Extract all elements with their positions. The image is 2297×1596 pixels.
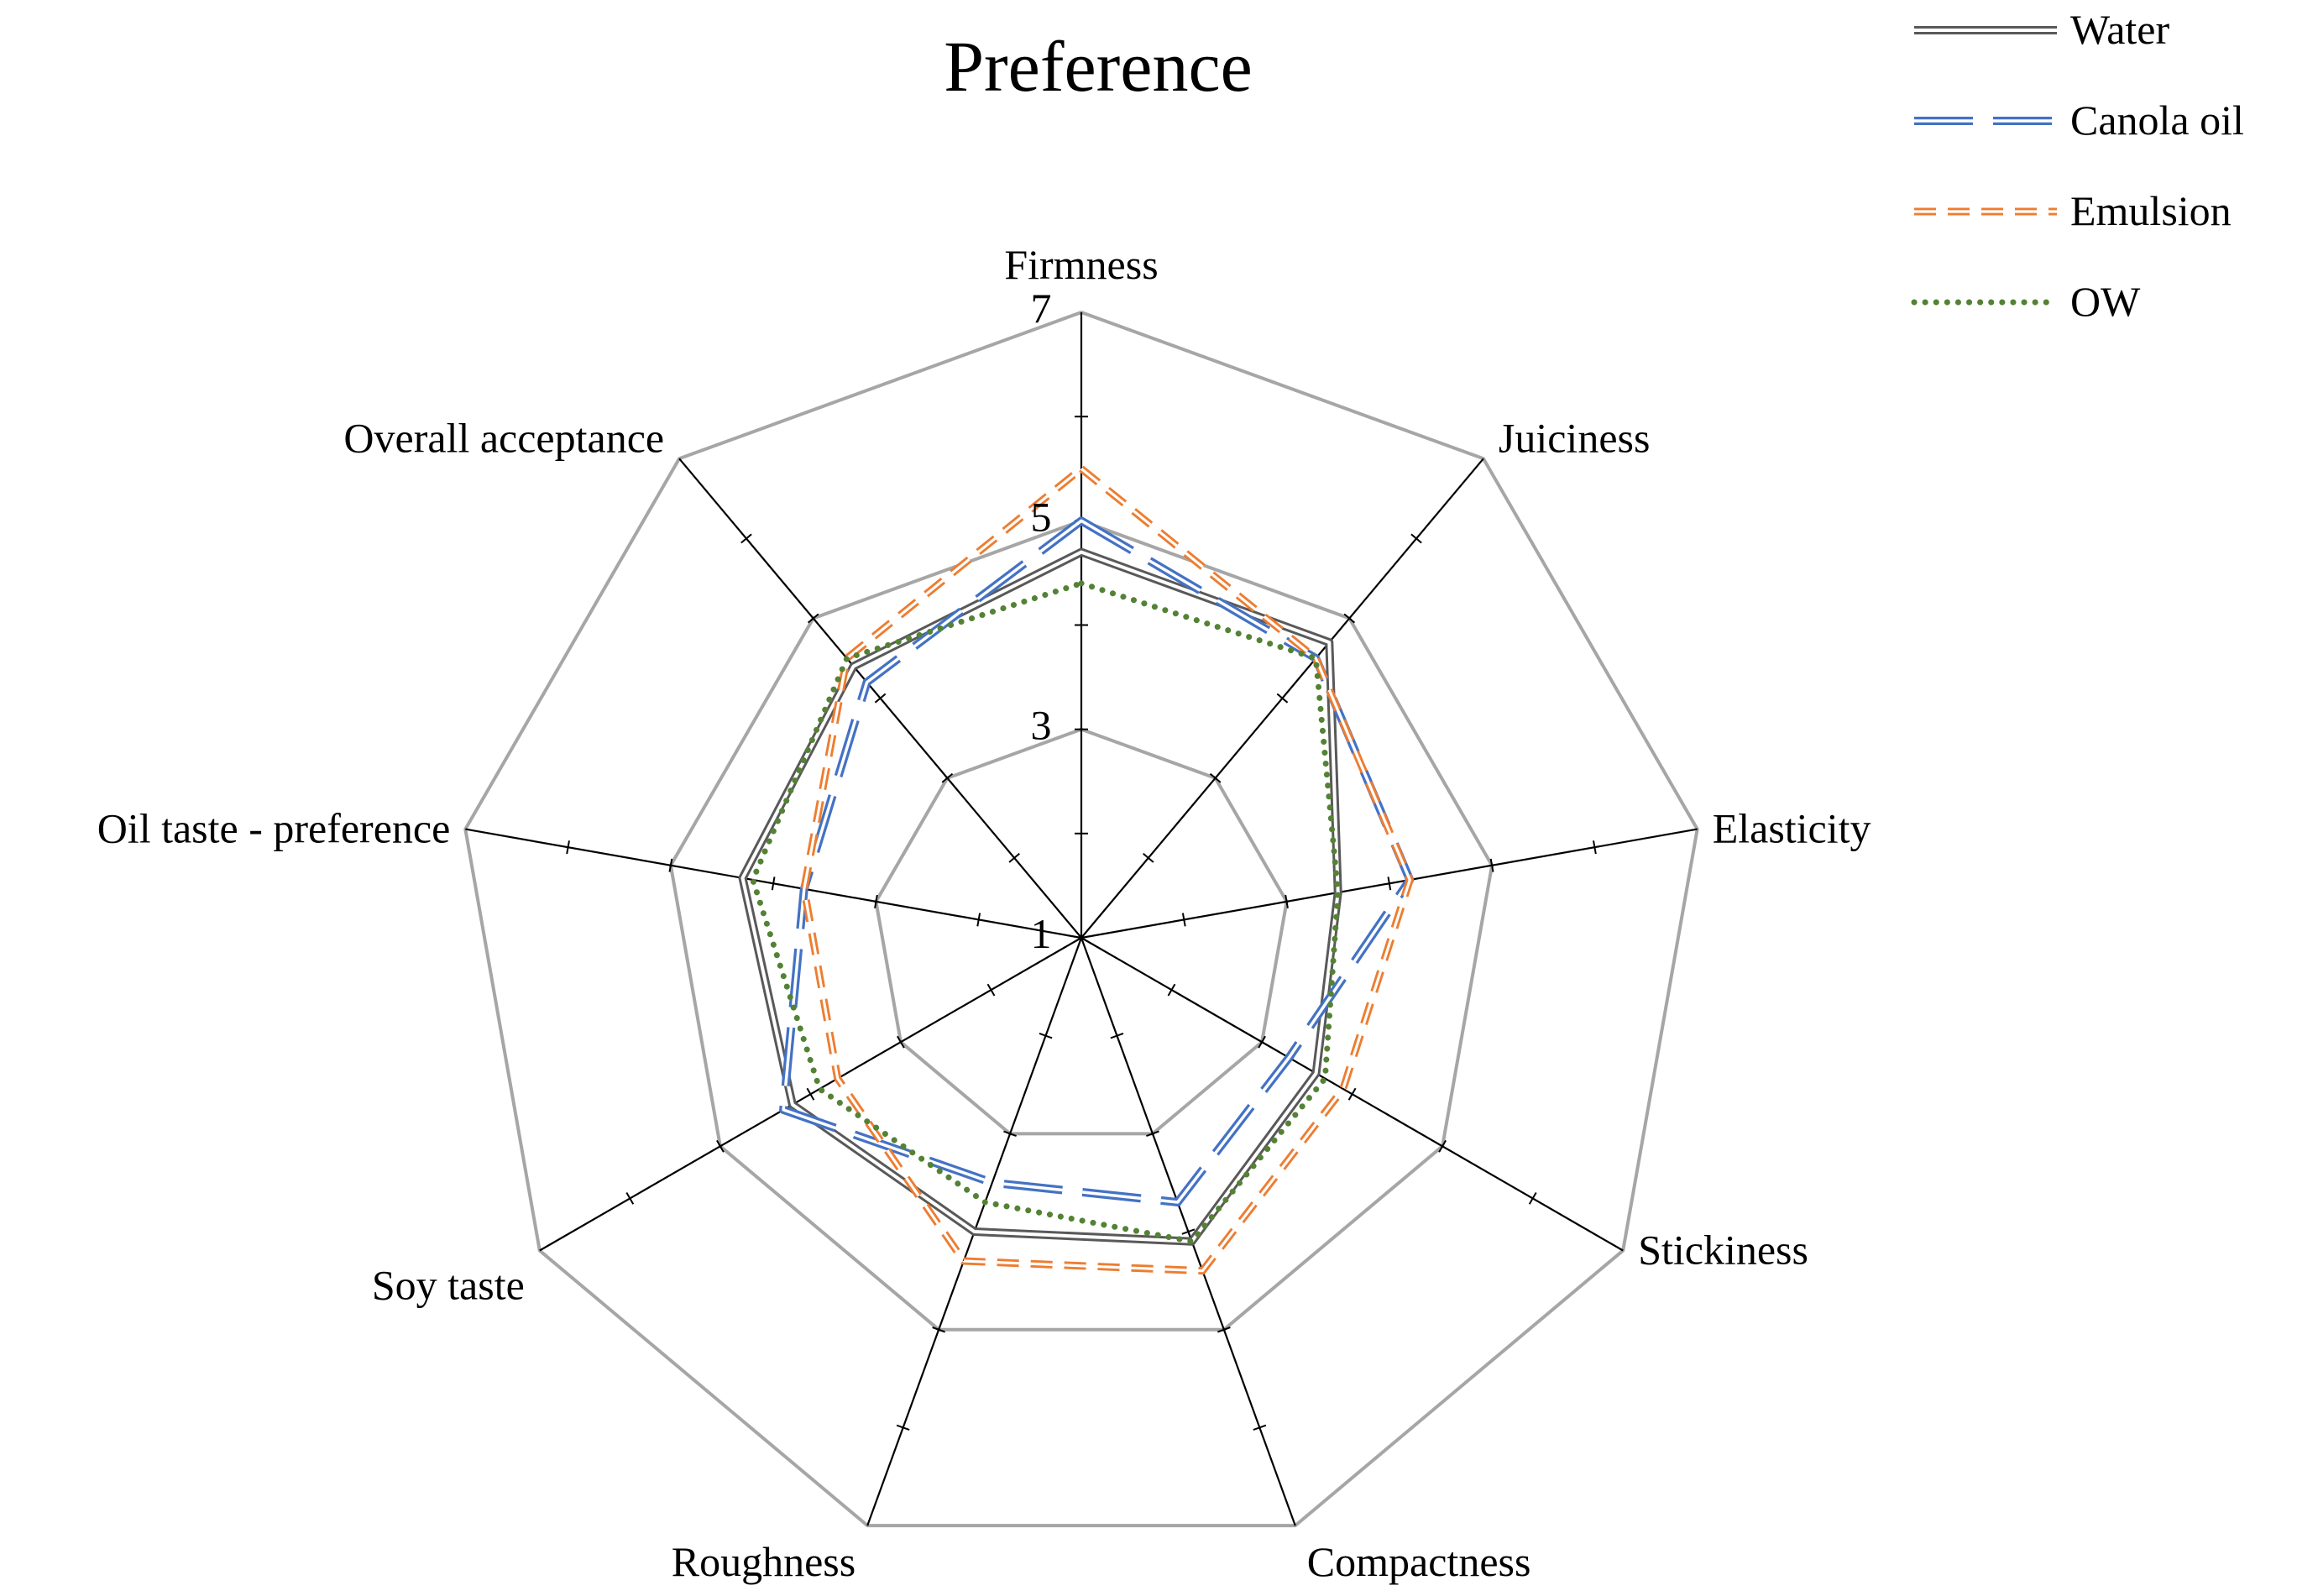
spoke-tick-2-3 [1285, 894, 1289, 908]
axis-label-soy-taste: Soy taste [372, 1262, 525, 1309]
spoke-tick-4-5 [1217, 1327, 1231, 1333]
spoke-tick-2-4 [1387, 876, 1392, 891]
axis-label-elasticity: Elasticity [1713, 805, 1871, 852]
legend-item-emulsion: Emulsion [1914, 187, 2232, 234]
spoke-tick-1-2 [1143, 852, 1154, 863]
axis-label-oil-taste-preference: Oil taste - preference [97, 805, 451, 852]
legend-label: Water [2070, 6, 2169, 53]
series-line-inner [740, 550, 1340, 1243]
spoke-tick-8-5 [807, 613, 819, 624]
series-line-inner [782, 519, 1412, 1204]
spoke-tick-3-5 [1438, 1139, 1447, 1153]
spoke-tick-6-4 [806, 1087, 815, 1101]
legend-label: Canola oil [2070, 97, 2244, 144]
tick-label-3: 3 [1031, 702, 1052, 749]
spoke-tick-7-5 [668, 858, 673, 872]
spoke-tick-6-5 [716, 1139, 725, 1153]
grid-ring-3 [874, 727, 1289, 1136]
spoke-tick-5-2 [1039, 1032, 1053, 1039]
spoke-tick-3-2 [1167, 983, 1176, 997]
spoke-tick-7-2 [976, 913, 981, 927]
series-ow [749, 580, 1342, 1245]
grid-layer [463, 310, 1699, 1528]
spoke-tick-1-6 [1410, 533, 1422, 544]
spoke-tick-8-4 [874, 693, 887, 704]
tick-label-5: 5 [1031, 493, 1052, 540]
grid-ring-5 [668, 519, 1494, 1332]
spoke-tick-1-5 [1343, 613, 1356, 624]
series-layer [738, 464, 1415, 1275]
spoke-tick-4-2 [1110, 1032, 1124, 1039]
series-line-outer [738, 547, 1342, 1246]
axis-label-overall-acceptance: Overall acceptance [343, 414, 664, 461]
grid-ring-7 [463, 310, 1699, 1528]
spoke-tick-7-4 [771, 876, 776, 891]
spoke-tick-2-2 [1181, 913, 1186, 927]
spoke-tick-1-4 [1276, 693, 1289, 704]
legend-item-ow: OW [1911, 278, 2141, 325]
spoke-tick-4-6 [1253, 1424, 1267, 1431]
axis-label-roughness: Roughness [672, 1538, 855, 1585]
tick-label-7: 7 [1031, 285, 1052, 332]
spoke-tick-3-6 [1528, 1191, 1537, 1205]
axis-label-layer: Firmness Juiciness Elasticity Stickiness Com… [97, 241, 1871, 1585]
spoke-tick-1-3 [1209, 772, 1222, 783]
spoke-tick-3-4 [1347, 1087, 1357, 1101]
spoke-tick-6-2 [986, 983, 996, 997]
axis-label-compactness: Compactness [1307, 1538, 1531, 1585]
legend: Water Canola oil Emulsion OW [1911, 6, 2244, 325]
spoke-tick-8-3 [941, 772, 954, 783]
legend-label: Emulsion [2070, 187, 2232, 234]
axis-label-stickiness: Stickiness [1638, 1227, 1808, 1274]
spoke-tick-7-6 [566, 840, 570, 855]
spoke-tick-2-5 [1489, 858, 1494, 872]
axis-label-juiciness: Juiciness [1499, 414, 1651, 461]
spoke-tick-7-3 [874, 894, 878, 908]
legend-item-canola-oil: Canola oil [1914, 97, 2244, 144]
legend-label: OW [2070, 278, 2141, 325]
spoke-tick-8-2 [1008, 852, 1020, 863]
series-line [749, 580, 1342, 1245]
chart-title: Preference [944, 26, 1253, 107]
spoke-tick-5-5 [932, 1327, 945, 1333]
tick-label-1: 1 [1031, 910, 1052, 957]
spoke-tick-5-3 [1003, 1130, 1017, 1138]
axis-label-firmness: Firmness [1004, 241, 1158, 288]
series-line-inner [803, 467, 1411, 1273]
legend-item-water: Water [1914, 6, 2169, 53]
spoke-tick-6-6 [625, 1191, 635, 1205]
spoke-tick-8-6 [740, 533, 752, 544]
spoke-tick-3-3 [1258, 1035, 1266, 1049]
series-line-outer [779, 516, 1415, 1206]
tick-label-layer: 1 3 5 7 [1031, 285, 1052, 957]
spoke-tick-2-6 [1593, 840, 1597, 855]
spoke-tick-4-4 [1181, 1228, 1196, 1235]
spoke-tick-5-6 [896, 1424, 910, 1431]
spoke-tick-6-3 [897, 1035, 905, 1049]
series-water [738, 547, 1342, 1246]
spoke-tick-4-3 [1146, 1130, 1159, 1138]
series-canola-oil [779, 516, 1415, 1206]
